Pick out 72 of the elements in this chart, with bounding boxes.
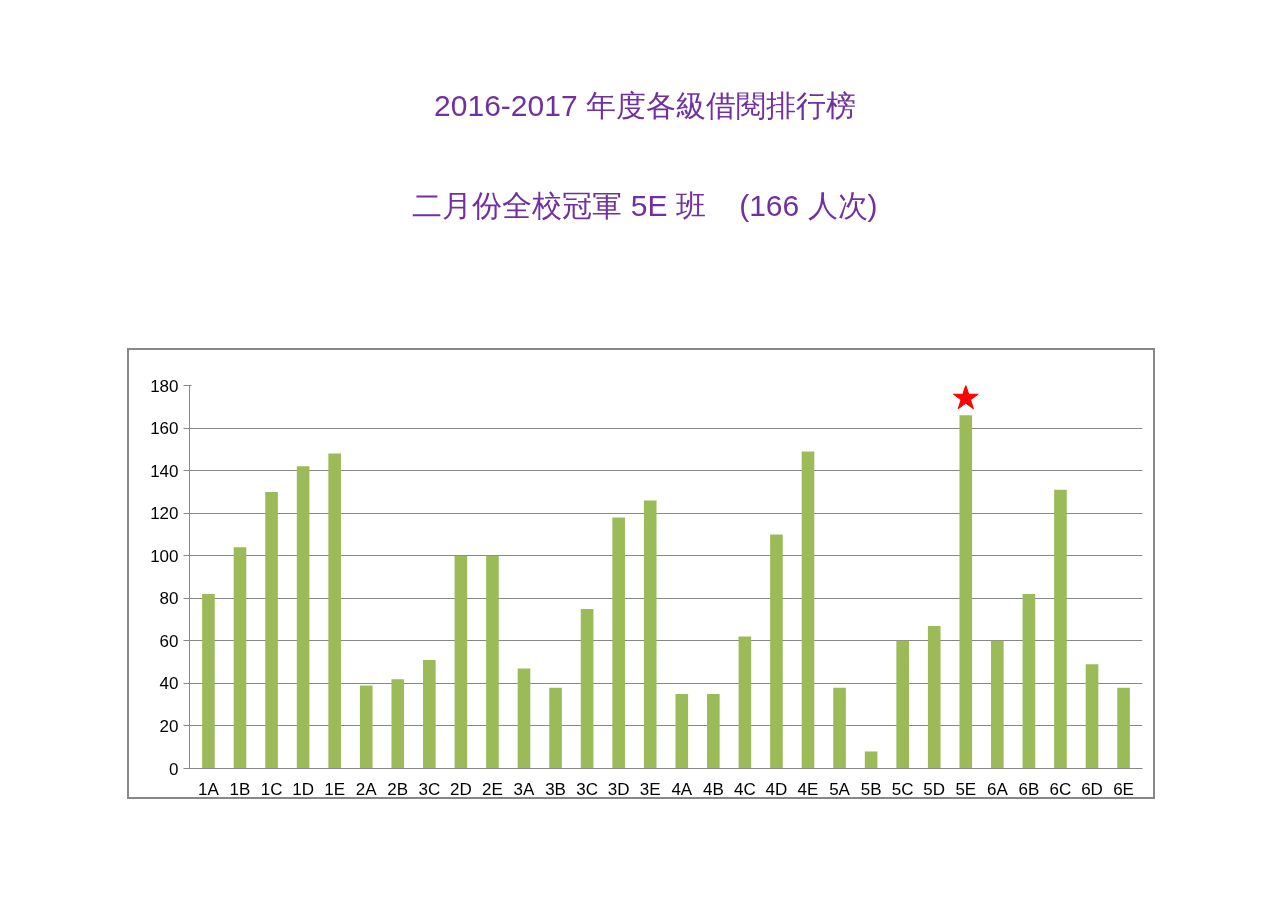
bar xyxy=(517,668,531,769)
x-tick-label: 4B xyxy=(702,779,724,799)
x-tick-label: 3E xyxy=(639,779,661,799)
bar xyxy=(1085,664,1099,769)
bar xyxy=(296,466,310,769)
y-tick-label: 0 xyxy=(169,759,179,779)
bar xyxy=(959,415,973,769)
x-tick-label: 2B xyxy=(387,779,409,799)
x-tick-label: 6E xyxy=(1113,779,1134,799)
x-tick-label: 4E xyxy=(797,779,819,799)
x-tick-label: 4C xyxy=(734,779,756,799)
bar xyxy=(1054,489,1067,769)
x-tick-label: 5B xyxy=(860,779,882,799)
bar xyxy=(454,555,468,769)
bar xyxy=(328,453,341,769)
x-tick-label: 6C xyxy=(1049,779,1072,799)
chart-title: 2016-2017 年度各級借閱排行榜 xyxy=(433,88,857,124)
x-tick-label: 1E xyxy=(324,779,346,799)
bar xyxy=(833,687,846,769)
bar xyxy=(265,491,278,769)
bar xyxy=(770,534,783,769)
bar xyxy=(1022,594,1036,769)
bar xyxy=(202,594,215,769)
y-tick-label: 20 xyxy=(159,716,179,736)
x-tick-label: 6B xyxy=(1018,779,1040,799)
bar xyxy=(801,451,815,769)
y-tick-label: 140 xyxy=(150,461,179,481)
x-tick-label: 3A xyxy=(513,779,536,799)
x-tick-label: 2A xyxy=(355,779,378,799)
y-tick-label: 160 xyxy=(150,419,179,439)
bar xyxy=(391,679,405,769)
y-tick-label: 40 xyxy=(159,674,179,694)
x-tick-label: 2D xyxy=(450,779,472,799)
bar xyxy=(864,751,878,769)
bar xyxy=(612,517,625,769)
x-tick-label: 6D xyxy=(1081,779,1103,799)
x-tick-label: 5E xyxy=(955,779,977,799)
bar xyxy=(359,685,373,769)
x-tick-label: 4A xyxy=(671,779,693,799)
y-tick-label: 100 xyxy=(150,546,179,566)
bar xyxy=(486,555,499,769)
x-tick-label: 5C xyxy=(891,779,914,799)
x-tick-label: 1A xyxy=(198,779,220,799)
y-tick-label: 180 xyxy=(150,376,179,396)
bar xyxy=(927,625,941,769)
x-tick-label: 5A xyxy=(829,779,851,799)
bar xyxy=(707,694,720,769)
x-tick-label: 3C xyxy=(418,779,441,799)
x-tick-label: 3B xyxy=(545,779,566,799)
bar xyxy=(423,659,436,769)
x-tick-label: 1D xyxy=(292,779,314,799)
x-tick-label: 3D xyxy=(607,779,630,799)
x-tick-label: 3C xyxy=(576,779,598,799)
x-tick-label: 4D xyxy=(765,779,788,799)
y-tick-label: 60 xyxy=(159,631,179,651)
bar xyxy=(643,500,657,769)
bar xyxy=(580,608,594,769)
bar xyxy=(233,547,247,769)
x-tick-label: 2E xyxy=(482,779,503,799)
bar xyxy=(1117,687,1130,769)
y-tick-label: 120 xyxy=(150,504,179,524)
x-tick-label: 5D xyxy=(923,779,946,799)
chart-subtitle: 二月份全校冠軍 5E 班 (166 人次) xyxy=(411,188,879,224)
y-tick-label: 80 xyxy=(159,589,179,609)
bar xyxy=(738,636,752,769)
x-tick-label: 1B xyxy=(229,779,251,799)
bar xyxy=(675,694,689,769)
x-tick-label: 6A xyxy=(986,779,1009,799)
bar xyxy=(991,640,1004,769)
bar xyxy=(549,687,562,769)
x-tick-label: 1C xyxy=(260,779,283,799)
bar xyxy=(896,640,909,769)
